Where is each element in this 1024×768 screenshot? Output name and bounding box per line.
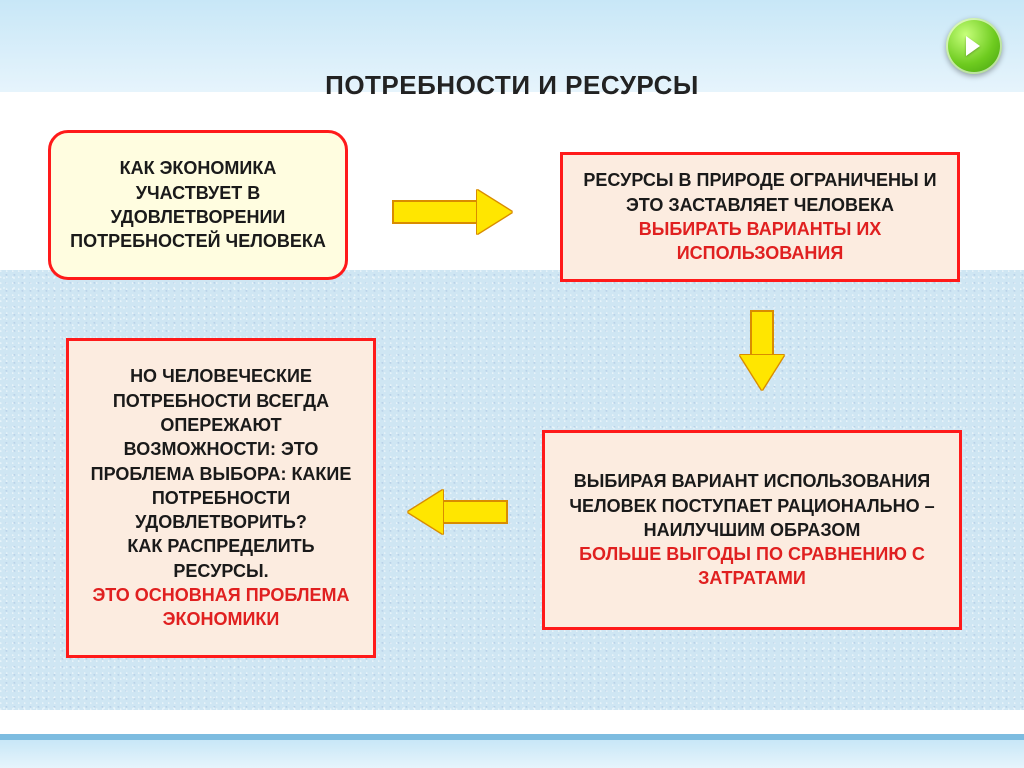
arrow-r-to-c [740,310,784,390]
box-choice-text: ВЫБИРАЯ ВАРИАНТ ИСПОЛЬЗОВАНИЯ ЧЕЛОВЕК ПО… [569,471,934,540]
arrow-q-to-r [392,190,512,234]
box-problem-text: НО ЧЕЛОВЕЧЕСКИЕ ПОТРЕБНОСТИ ВСЕГДА ОПЕРЕ… [91,366,352,580]
arrow-right-icon [960,32,988,60]
next-slide-button[interactable] [946,18,1002,74]
box-question-text: КАК ЭКОНОМИКА УЧАСТВУЕТ В УДОВЛЕТВОРЕНИИ… [70,158,326,251]
box-question: КАК ЭКОНОМИКА УЧАСТВУЕТ В УДОВЛЕТВОРЕНИИ… [48,130,348,280]
box-resources: РЕСУРСЫ В ПРИРОДЕ ОГРАНИЧЕНЫ И ЭТО ЗАСТА… [560,152,960,282]
arrow-c-to-p [408,490,508,534]
bg-band-white-foot [0,710,1024,734]
box-resources-text: РЕСУРСЫ В ПРИРОДЕ ОГРАНИЧЕНЫ И ЭТО ЗАСТА… [583,170,936,214]
slide-root: ПОТРЕБНОСТИ И РЕСУРСЫ КАК ЭКОНОМИКА УЧАС… [0,0,1024,768]
box-choice-red: БОЛЬШЕ ВЫГОДЫ ПО СРАВНЕНИЮ С ЗАТРАТАМИ [579,544,925,588]
slide-title: ПОТРЕБНОСТИ И РЕСУРСЫ [0,70,1024,101]
bg-band-sky-bottom [0,740,1024,768]
box-problem: НО ЧЕЛОВЕЧЕСКИЕ ПОТРЕБНОСТИ ВСЕГДА ОПЕРЕ… [66,338,376,658]
box-choice: ВЫБИРАЯ ВАРИАНТ ИСПОЛЬЗОВАНИЯ ЧЕЛОВЕК ПО… [542,430,962,630]
box-resources-red: ВЫБИРАТЬ ВАРИАНТЫ ИХ ИСПОЛЬЗОВАНИЯ [639,219,882,263]
box-problem-red: ЭТО ОСНОВНАЯ ПРОБЛЕМА ЭКОНОМИКИ [92,585,349,629]
